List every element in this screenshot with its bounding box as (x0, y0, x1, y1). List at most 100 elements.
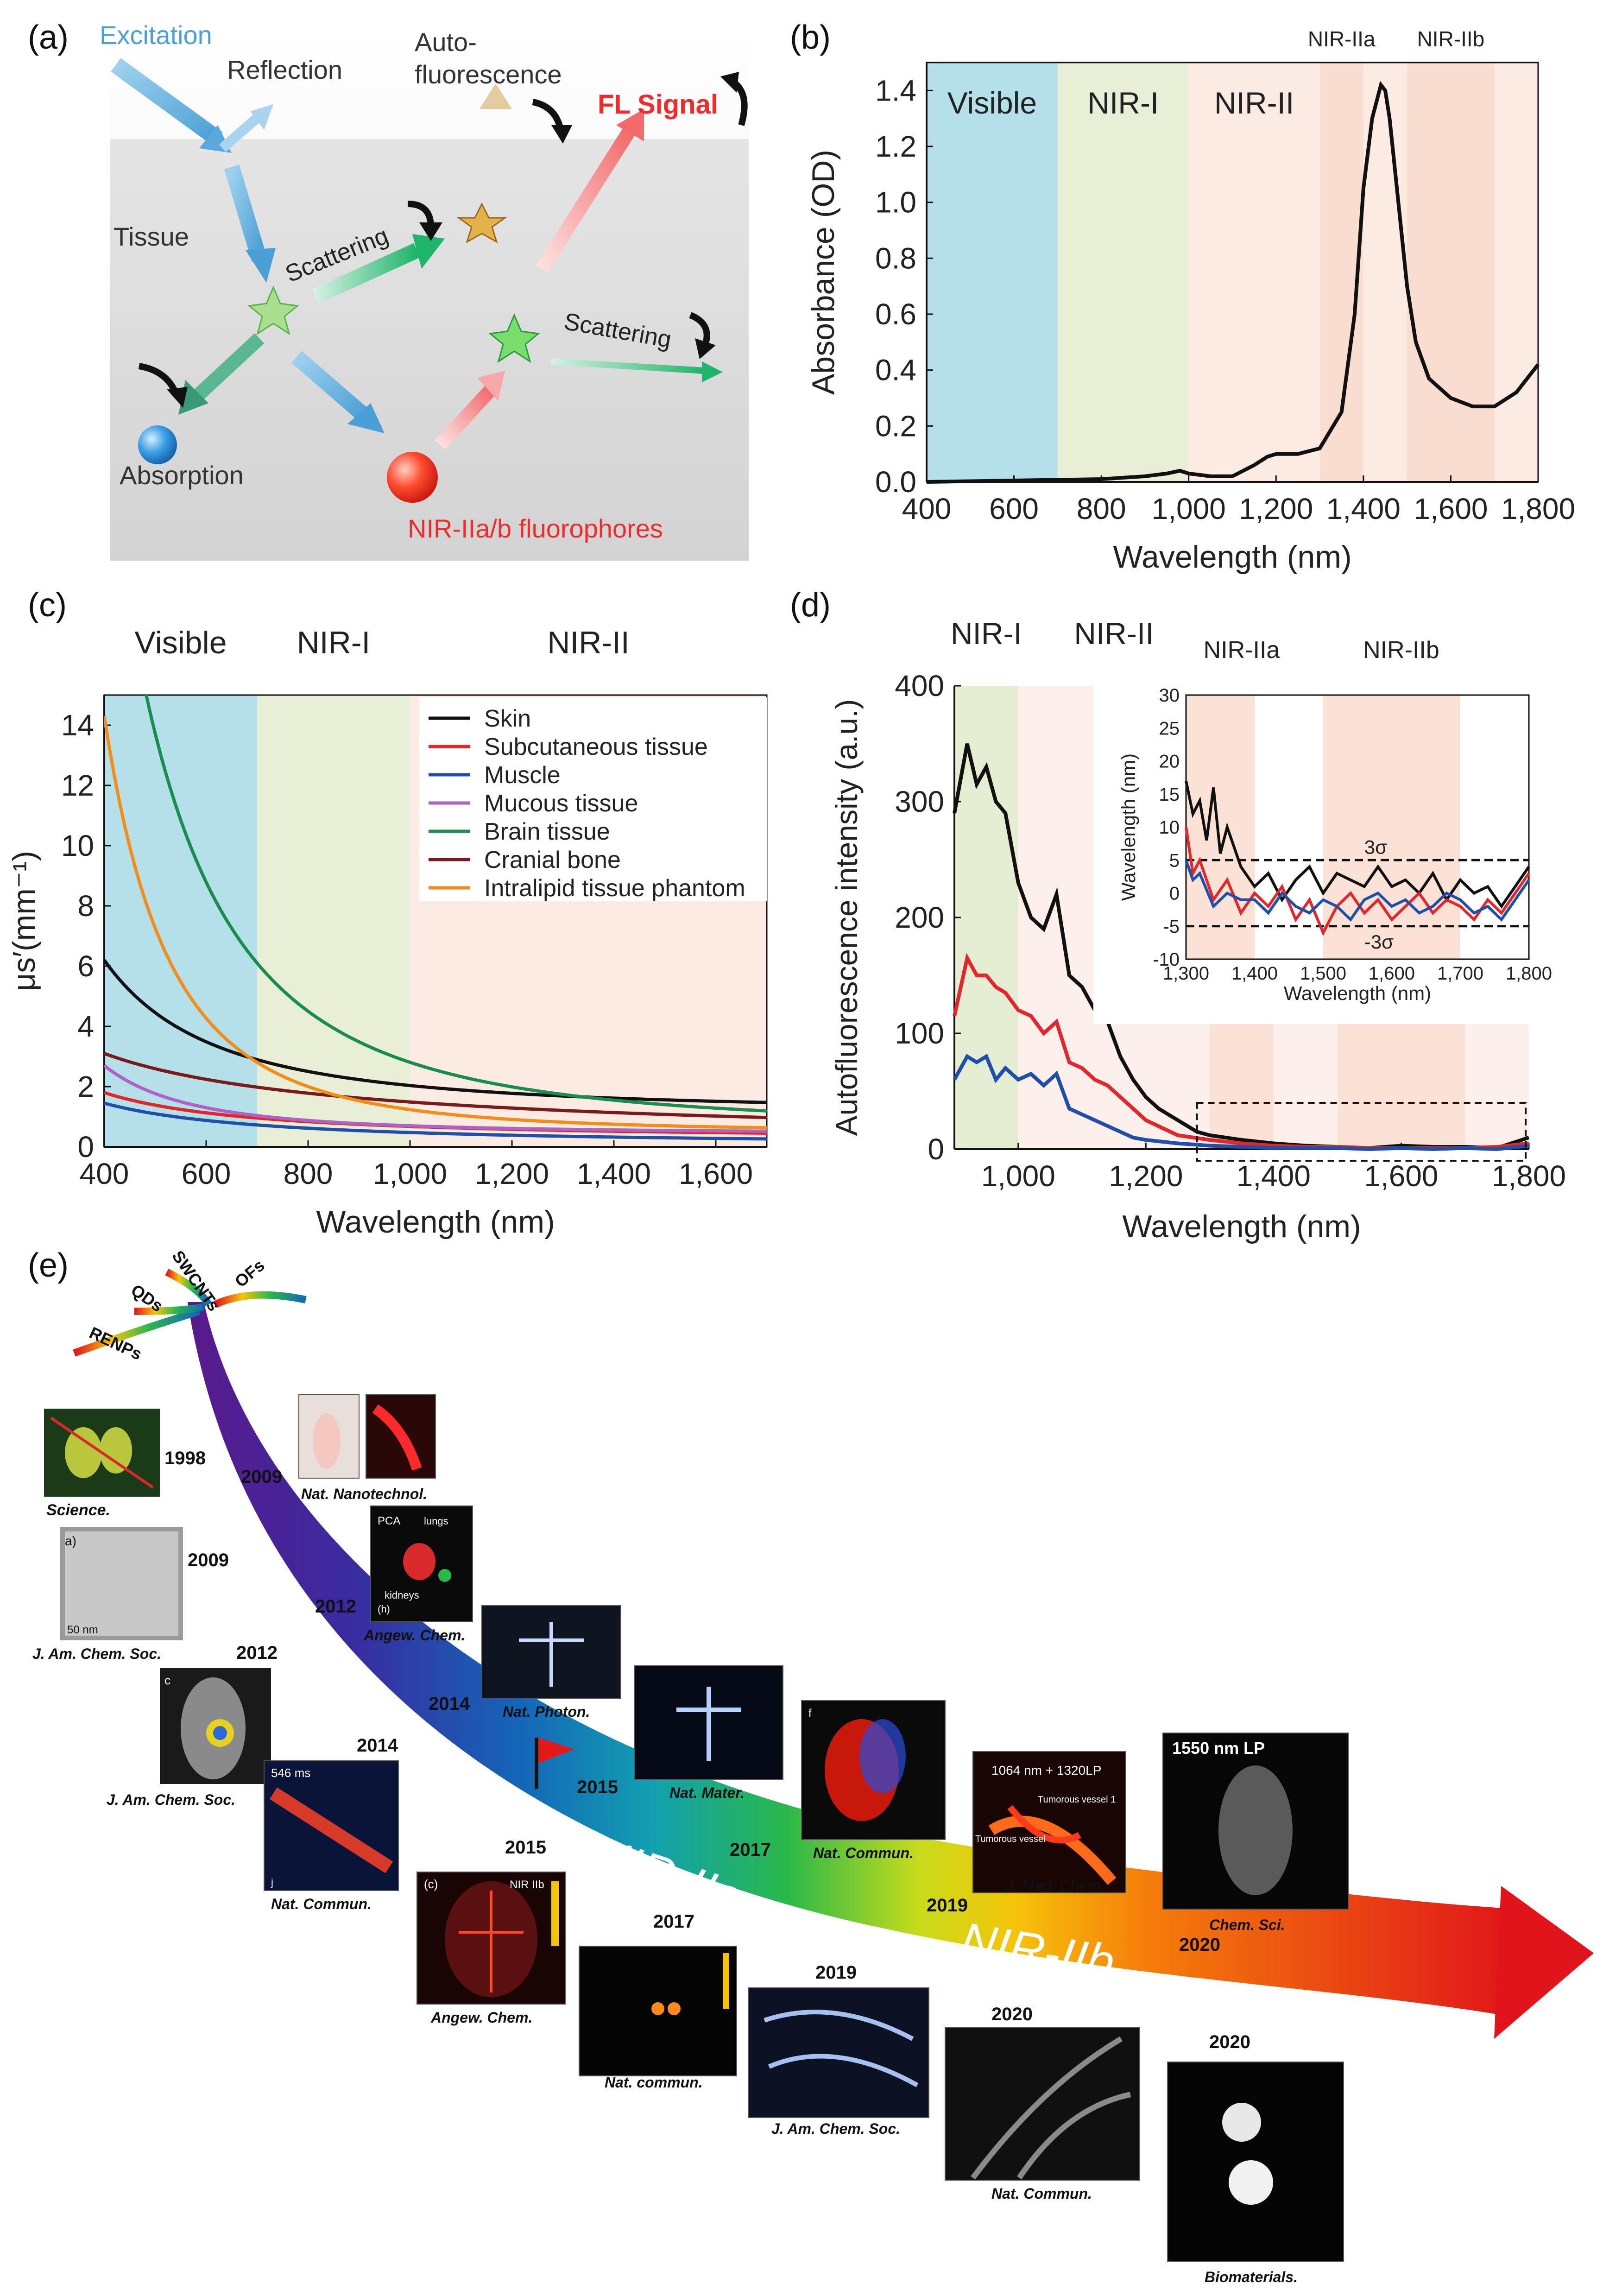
inset-y-tick-8: 30 (1159, 685, 1180, 706)
year-2015-b: 2015 (505, 1837, 546, 1858)
y-tick-label-4: 0.8 (875, 241, 916, 275)
series-line-2 (104, 1101, 767, 1141)
region-label-1: NIR-I (297, 625, 371, 660)
series-line-0 (104, 959, 767, 1104)
region-0 (104, 695, 257, 1147)
thumb-1998: 1998 Science. (44, 1409, 206, 1519)
inset-y-tick-4: 10 (1159, 817, 1180, 838)
inset-y-tick-0: -10 (1153, 949, 1180, 970)
legend-box (419, 697, 767, 901)
region-0 (927, 63, 1058, 482)
inset-series-line-2 (1185, 860, 1530, 922)
region-label-5: NIR-IIb (1417, 27, 1485, 51)
y-tick-label-3: 0.6 (875, 297, 916, 331)
branch-qds (134, 1303, 205, 1315)
svg-text:50 nm: 50 nm (67, 1624, 98, 1636)
x-tick-label-3: 1,000 (1152, 492, 1226, 525)
region-5 (1407, 63, 1495, 482)
svg-text:NIR IIb: NIR IIb (510, 1879, 544, 1891)
svg-text:(h): (h) (378, 1603, 390, 1615)
journal-nat-commun-4: Nat. Commun. (991, 2185, 1092, 2202)
gold-star-icon (456, 202, 507, 244)
y-tick-label-6: 1.2 (875, 130, 916, 163)
series-line-2 (953, 1054, 1529, 1151)
svg-text:kidneys: kidneys (385, 1589, 419, 1601)
emission-arrow (435, 384, 497, 450)
legend-label-3: Mucous tissue (484, 790, 638, 817)
thumb-2012-jacs: c 2012 J. Am. Chem. Soc. (107, 1643, 278, 1808)
journal-nat-mater: Nat. Mater. (669, 1784, 745, 1801)
x-tick-label-0: 400 (80, 1157, 129, 1190)
thumb-2020-chemsci: 1550 nm LP Chem. Sci. 2020 (1162, 1733, 1349, 1955)
inset-x-tick-2: 1,500 (1300, 963, 1346, 984)
inset-y-tick-5: 15 (1159, 784, 1180, 805)
fluorophore-ball (387, 452, 438, 503)
year-2009-b: 2009 (188, 1550, 229, 1570)
journal-j-med-chem: J. Med. Chem. (1005, 1877, 1105, 1894)
inset-x-tick-3: 1,600 (1369, 963, 1415, 984)
inset-x-tick-1: 1,400 (1231, 963, 1278, 984)
thumb-2019-jmc: 1064 nm + 1320LP Tumorous vessel 1 Tumor… (927, 1751, 1126, 1916)
legend-label-6: Intralipid tissue phantom (484, 875, 745, 902)
reflection-label: Reflection (227, 55, 342, 84)
region-label-0: Visible (947, 86, 1037, 120)
thumb-2017-commun-b: 2017 Nat. commun. (579, 1911, 737, 2091)
year-2019-b: 2019 (815, 1962, 857, 1983)
y-tick-label-1: 2 (77, 1070, 94, 1103)
year-2017-a: 2017 (730, 1840, 771, 1860)
y-tick-label-1: 100 (895, 1017, 944, 1050)
y-tick-label-7: 1.4 (875, 74, 916, 107)
branch-ofs (214, 1291, 307, 1308)
series-line-3 (104, 1064, 767, 1133)
excitation-label: Excitation (100, 20, 212, 50)
branch-label-ofs: OFs (231, 1256, 268, 1291)
flag-icon (538, 1738, 574, 1763)
svg-text:(c): (c) (424, 1877, 438, 1891)
absorber-ball (138, 425, 177, 464)
x-tick-label-3: 1,600 (1364, 1159, 1438, 1193)
plot-frame (926, 62, 1539, 483)
series-line-6 (104, 715, 767, 1130)
region-label-2: NIR-II (1214, 86, 1294, 120)
thumb-2019-jacs: 2019 J. Am. Chem. Soc. (748, 1962, 929, 2137)
absorption-arrow (189, 333, 265, 404)
journal-nat-commun-1: Nat. Commun. (271, 1896, 372, 1912)
legend-label-1: Subcutaneous tissue (484, 734, 708, 760)
svg-text:a): a) (65, 1534, 76, 1548)
year-2020-c: 2020 (1209, 2032, 1250, 2052)
x-tick-label-5: 1,400 (1326, 492, 1401, 525)
inset-y-title: Wavelength (nm) (1117, 753, 1139, 901)
year-2014-b: 2014 (357, 1735, 398, 1756)
branch-swcnts (165, 1268, 212, 1307)
region-label-3: NIR-IIa (1308, 27, 1376, 51)
panel-label-e: (e) (28, 1247, 69, 1284)
y-axis-title: Absorbance (OD) (806, 150, 841, 395)
inset-bg (1093, 686, 1543, 1024)
inset-y-tick-7: 25 (1159, 718, 1180, 739)
y-tick-label-4: 400 (895, 669, 944, 702)
tissue-arrow (224, 164, 267, 262)
inset-series-line-0 (1185, 780, 1530, 909)
thumb-2009-nano: 2009 Nat. Nanotechnol. (241, 1394, 436, 1502)
year-2020-b: 2020 (991, 2004, 1033, 2024)
y-tick-label-2: 4 (77, 1010, 94, 1043)
journal-nat-photon: Nat. Photon. (503, 1703, 590, 1720)
x-tick-label-2: 800 (284, 1157, 333, 1190)
timeline-arrowhead (1494, 1886, 1594, 2039)
y-tick-label-7: 14 (61, 708, 94, 742)
thumb-2015-angew: (c) NIR IIb 2015 Angew. Chem. (417, 1837, 566, 2026)
panel-label-d: (d) (790, 587, 831, 624)
journal-biomaterials: Biomaterials. (1205, 2269, 1298, 2285)
inset-band-a (1186, 695, 1255, 959)
year-1998: 1998 (164, 1448, 206, 1468)
reflection-arrow (219, 112, 263, 152)
svg-text:lungs: lungs (424, 1515, 448, 1527)
series-line-5 (104, 1052, 767, 1120)
region-6 (1494, 63, 1538, 482)
y-tick-label-0: 0.0 (875, 465, 916, 499)
region-label-3: NIR-IIb (1363, 637, 1439, 664)
svg-text:1550 nm LP: 1550 nm LP (1172, 1739, 1265, 1758)
inset-x-tick-4: 1,700 (1437, 963, 1483, 984)
timeline-arrow (188, 1302, 1520, 2016)
green-star-icon (247, 285, 299, 335)
